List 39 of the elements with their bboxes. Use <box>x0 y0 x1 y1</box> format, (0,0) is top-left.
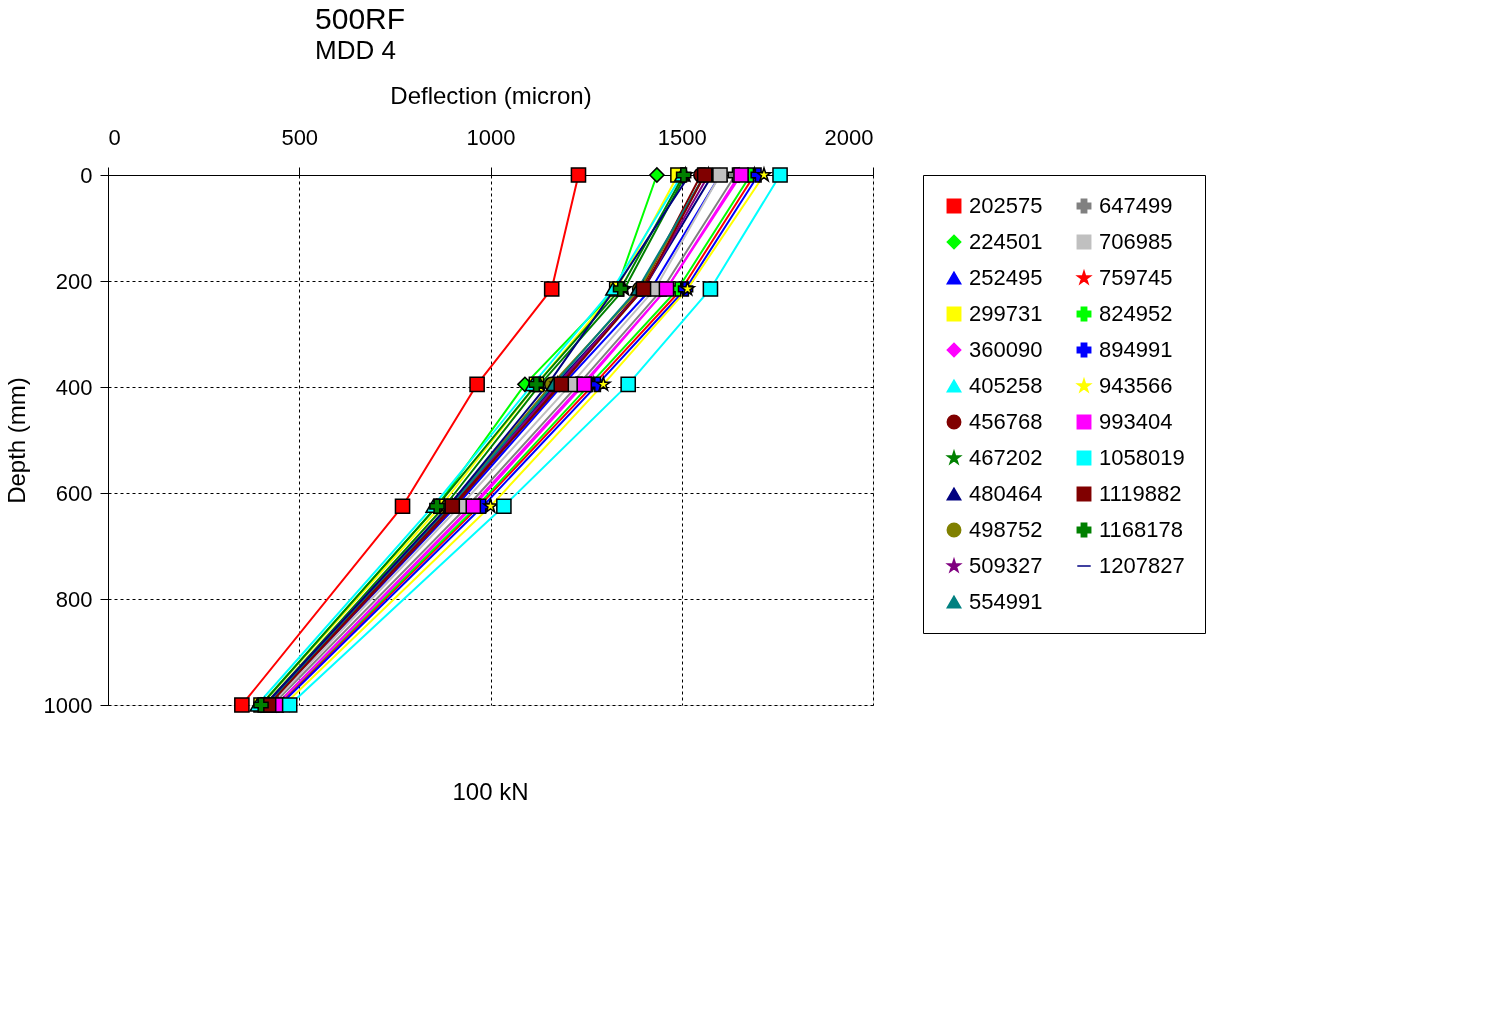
x-tick-label: 1000 <box>466 124 516 150</box>
legend-label: 498752 <box>969 517 1043 542</box>
legend-label: 706985 <box>1099 229 1173 254</box>
legend-label: 1119882 <box>1099 481 1182 506</box>
legend-label: 202575 <box>969 193 1043 218</box>
x-axis-title: Deflection (micron) <box>390 81 592 109</box>
legend-label: 993404 <box>1099 409 1173 434</box>
legend-label: 943566 <box>1099 373 1173 398</box>
y-tick-label: 1000 <box>43 692 93 718</box>
legend-label: 405258 <box>969 373 1043 398</box>
legend-label: 554991 <box>969 589 1043 614</box>
legend-label: 252495 <box>969 265 1043 290</box>
legend-label: 1058019 <box>1099 445 1185 470</box>
legend-label: 759745 <box>1099 265 1173 290</box>
legend-label: 824952 <box>1099 301 1173 326</box>
legend-label: 299731 <box>969 301 1043 326</box>
y-tick-label: 800 <box>55 586 93 612</box>
chart-subtitle: MDD 4 <box>315 35 396 65</box>
legend-label: 224501 <box>969 229 1043 254</box>
y-tick-label: 600 <box>55 480 93 506</box>
legend-label: 1207827 <box>1099 553 1185 578</box>
chart-title: 500RF <box>315 2 406 35</box>
text: 100 kN <box>452 778 529 805</box>
legend-label: 1168178 <box>1099 517 1184 542</box>
legend-label: 509327 <box>969 553 1043 578</box>
legend-label: 467202 <box>969 445 1043 470</box>
y-tick-label: 200 <box>55 268 93 294</box>
legend-label: 894991 <box>1099 337 1173 362</box>
y-tick-label: 0 <box>80 162 93 188</box>
x-tick-label: 500 <box>281 124 319 150</box>
x-tick-label: 1500 <box>657 124 707 150</box>
y-tick-label: 400 <box>55 374 93 400</box>
y-axis-title: Depth (mm) <box>2 377 30 504</box>
x-tick-label: 0 <box>108 124 121 150</box>
legend-label: 456768 <box>969 409 1043 434</box>
x-tick-label: 2000 <box>824 124 874 150</box>
legend-label: 647499 <box>1099 193 1173 218</box>
legend-label: 480464 <box>969 481 1043 506</box>
legend-label: 360090 <box>969 337 1043 362</box>
